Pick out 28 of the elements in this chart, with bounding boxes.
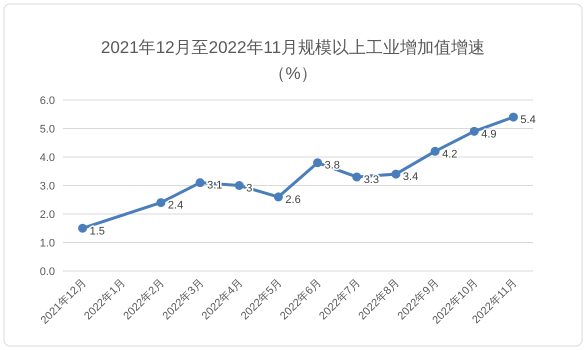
point (78, 224, 88, 233)
y-tick-label: 4.0 (40, 152, 55, 164)
data-label: 5.4 (520, 114, 536, 126)
chart-title: 2021年12月至2022年11月规模以上工业增加值增速 (100, 38, 486, 57)
point (352, 172, 362, 182)
y-tick-label: 5.0 (40, 124, 55, 136)
y-tick-label: 6.0 (40, 95, 55, 107)
point (234, 181, 244, 190)
point (391, 170, 400, 179)
data-label: 1.5 (90, 225, 105, 238)
point (508, 112, 518, 122)
point (156, 198, 166, 208)
point (470, 126, 479, 136)
point (274, 192, 283, 202)
data-label: 2.6 (285, 194, 301, 206)
point (196, 178, 205, 188)
data-label: 4.2 (442, 148, 458, 160)
y-tick-label: 2.0 (40, 209, 55, 221)
point (430, 146, 440, 156)
data-label: 3.3 (364, 174, 380, 186)
data-label: 2.4 (168, 200, 184, 212)
y-tick-label: 3.0 (40, 180, 55, 192)
data-label: 4.9 (481, 128, 497, 140)
y-tick-label: 1.0 (40, 238, 55, 250)
data-label: 3.4 (402, 171, 418, 184)
y-tick-label: 0.0 (40, 266, 55, 278)
chart-subtitle: （%） (268, 64, 318, 83)
point (313, 158, 322, 168)
